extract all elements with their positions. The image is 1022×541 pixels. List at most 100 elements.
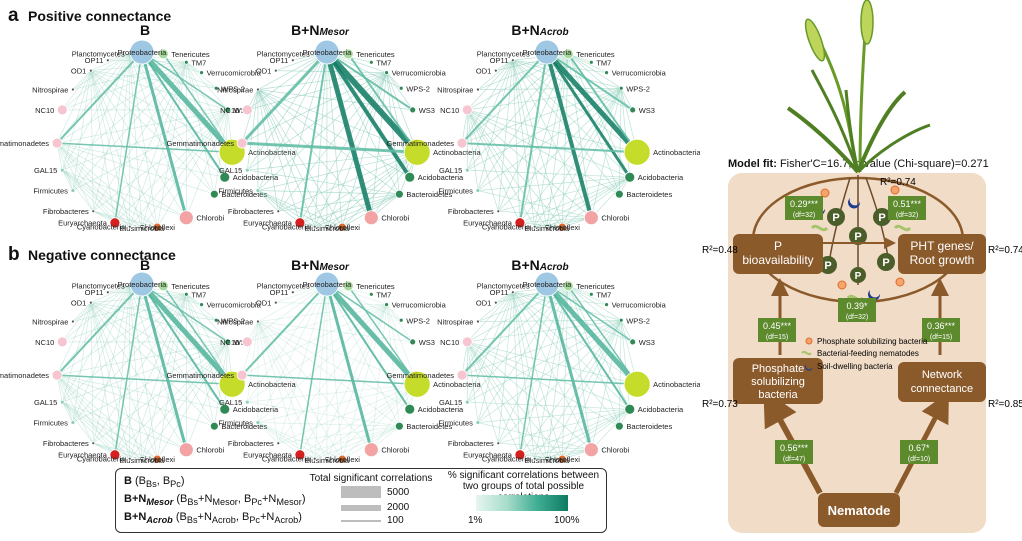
network-edge [278,151,418,212]
network-edge [62,169,187,219]
svg-text:0.56***: 0.56*** [780,443,809,453]
network-edge [495,59,513,71]
network-edge [72,302,92,322]
network-edge [519,454,563,460]
network-edge [466,109,479,191]
node-label-tm7: TM7 [376,290,391,299]
legend-total-bar-100 [341,520,381,522]
network-edge [247,169,400,195]
node-nc10 [241,104,253,116]
node-label-planctomycetes: Planctomycetes [477,49,530,58]
network-edge [186,294,228,343]
svg-text:0.36***: 0.36*** [927,321,956,331]
node-verrucomicrobia [199,302,204,307]
node-label-chloroflexi: Chloroflexi [325,455,361,464]
network-edge [257,321,301,455]
network-edge [326,193,400,229]
node-fibrobacteres [496,441,501,446]
network-edge [257,422,315,459]
node-label-euryarchaeota: Euryarchaeota [463,451,513,460]
network-edge [56,374,143,461]
p-particles: P P P P P P [819,208,895,283]
network-strong-edge [162,53,233,153]
network-edge [129,285,143,460]
network-edge [247,283,328,403]
node-label-chloroflexi: Chloroflexi [545,223,581,232]
node-label-op11: OP11 [270,288,289,297]
psb-icons [820,185,905,290]
network-edge [257,89,410,178]
network-strong-edge [141,283,226,410]
node-label-chloroflexi: Chloroflexi [545,455,581,464]
node-elusimicrobia [140,458,144,462]
network-edge [156,294,187,460]
network-edge [56,142,225,178]
network-edge [90,53,130,71]
network-edge [129,53,226,178]
node-label-ws3: WS3 [639,338,655,347]
network-edge [56,142,130,227]
node-tm7 [588,291,594,297]
legend-box: B (BBs, BPc) B+NMesor (BBs+NMesor, BPc+N… [115,468,607,533]
network-edge [56,142,74,191]
node-label-euryarchaeota: Euryarchaeota [243,219,293,228]
node-label-firmicutes: Firmicutes [438,418,473,427]
network-edge [241,321,259,376]
node-label-planctomycetes: Planctomycetes [72,281,125,290]
network-edge [534,449,592,460]
network-edge [467,60,514,111]
svg-text:(df=32): (df=32) [793,212,815,219]
node-tm7 [368,291,374,297]
network-edge [466,60,514,171]
node-label-tm7: TM7 [596,58,611,67]
svg-text:PHT genes/: PHT genes/ [910,239,974,253]
network-edge [62,285,130,343]
node-label-gal15: GAL15 [439,166,462,175]
node-label-chlorobi: Chlorobi [381,214,409,223]
node-cyanobacteria [532,224,537,229]
network-edge [467,292,514,343]
node-label-nitrospirae: Nitrospirae [437,86,473,95]
network-edge [186,62,228,111]
network-edge [314,304,387,459]
network-edge [129,53,158,228]
node-op11 [105,58,110,63]
node-acidobacteria [219,171,231,183]
network-edge [341,383,418,460]
network-edge [92,285,131,444]
network-edge [72,53,130,90]
network-edge [257,151,418,191]
node-label-cyanobacteria: Cyanobacteria [482,223,531,232]
network-strong-edge [462,374,638,385]
network-edge [257,321,400,427]
node-fibrobacteres [91,209,96,214]
network-edge [519,176,630,224]
network-edge [461,109,468,144]
node-label-tenericutes: Tenericutes [171,50,210,59]
node-label-wps-2: WPS-2 [221,84,245,93]
legend-pct-min: 1% [468,515,483,526]
network-edge [512,60,563,228]
network-strong-edge [325,283,373,451]
network-edge [186,294,233,385]
network-edge [257,190,301,223]
coef-box-039: 0.39* (df=32) [838,298,876,322]
network-edge [534,320,622,459]
network-edge [477,176,630,191]
network-edge [90,70,158,228]
svg-text:solubilizing: solubilizing [751,376,805,388]
network-edge [90,285,130,303]
node-elusimicrobia [140,226,144,230]
network-edge [386,304,413,343]
node-tenericutes [157,48,169,60]
node-label-euryarchaeota: Euryarchaeota [243,451,293,460]
node-label-wps-2: WPS-2 [626,316,650,325]
svg-text:(df=15): (df=15) [766,334,788,341]
network-edge [62,285,131,403]
network-edge [257,51,328,191]
network-edge [467,319,622,403]
network-strong-edge [114,283,143,455]
network-edge [62,169,130,227]
network-title-b-neg: B [139,257,151,273]
node-gal15 [59,167,65,173]
